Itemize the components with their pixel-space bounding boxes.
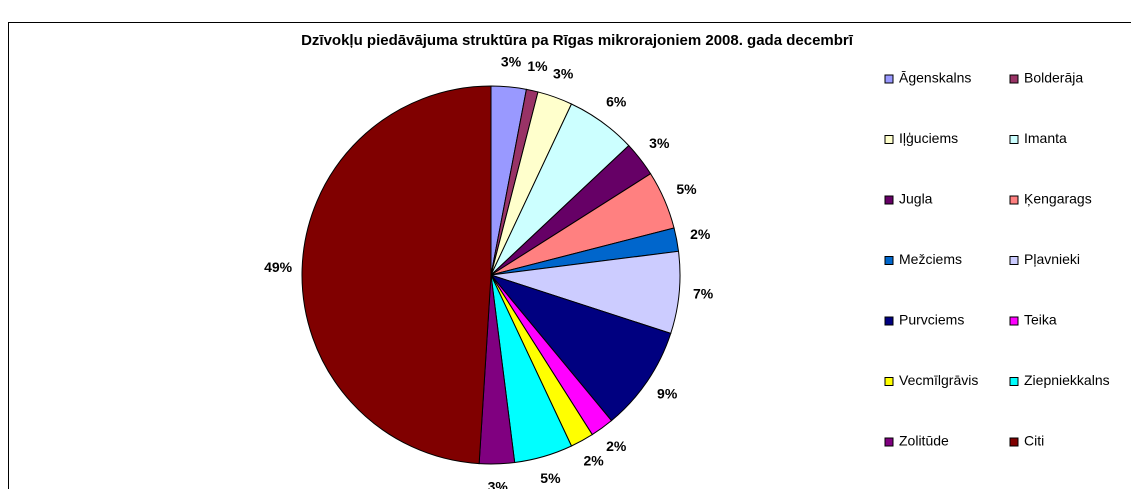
- data-label: 5%: [676, 181, 697, 197]
- legend-swatch: [884, 135, 894, 144]
- legend-swatch: [1009, 195, 1019, 205]
- legend-label: Iļģuciems: [899, 130, 958, 146]
- legend-label: Pļavnieki: [1024, 251, 1080, 267]
- legend-label: Citi: [1024, 433, 1044, 449]
- legend-swatch: [1009, 135, 1019, 144]
- legend-label: Āgenskalns: [899, 70, 971, 86]
- pie-slice: [301, 85, 492, 465]
- data-label: 3%: [501, 54, 522, 70]
- legend-label: Vecmīlgrāvis: [899, 372, 978, 388]
- legend-swatch: [884, 316, 894, 326]
- legend-label: Mežciems: [899, 251, 962, 267]
- legend-label: Bolderāja: [1024, 70, 1083, 86]
- legend-swatch: [1009, 377, 1019, 386]
- data-label: 1%: [527, 58, 548, 74]
- legend-swatch: [1009, 437, 1019, 447]
- legend-label: Purvciems: [899, 312, 964, 328]
- pie-slice: [489, 273, 672, 422]
- data-label: 2%: [690, 226, 711, 242]
- chart-title: Dzīvokļu piedāvājuma struktūra pa Rīgas …: [301, 32, 854, 49]
- legend-swatch: [884, 377, 894, 386]
- legend-swatch: [1009, 316, 1019, 326]
- legend-swatch: [1009, 256, 1019, 265]
- data-label: 49%: [264, 259, 293, 275]
- data-label: 7%: [693, 286, 714, 302]
- legend-swatch: [1009, 74, 1019, 84]
- legend-label: Zolitūde: [899, 433, 949, 449]
- legend-swatch: [884, 74, 894, 84]
- data-label: 5%: [540, 470, 561, 486]
- data-label: 6%: [606, 93, 627, 109]
- legend-swatch: [884, 195, 894, 205]
- legend-swatch: [884, 437, 894, 447]
- data-label: 3%: [553, 65, 574, 81]
- data-label: 9%: [657, 385, 678, 401]
- data-label: 3%: [649, 135, 670, 151]
- data-label: 3%: [488, 479, 509, 489]
- legend-label: Imanta: [1024, 130, 1067, 146]
- legend-swatch: [884, 256, 894, 265]
- data-label: 2%: [606, 438, 627, 454]
- legend-label: Jugla: [899, 191, 933, 207]
- legend-label: Ziepniekkalns: [1024, 372, 1110, 388]
- legend-label: Ķengarags: [1024, 191, 1092, 207]
- legend-label: Teika: [1024, 312, 1057, 328]
- data-label: 2%: [583, 452, 604, 468]
